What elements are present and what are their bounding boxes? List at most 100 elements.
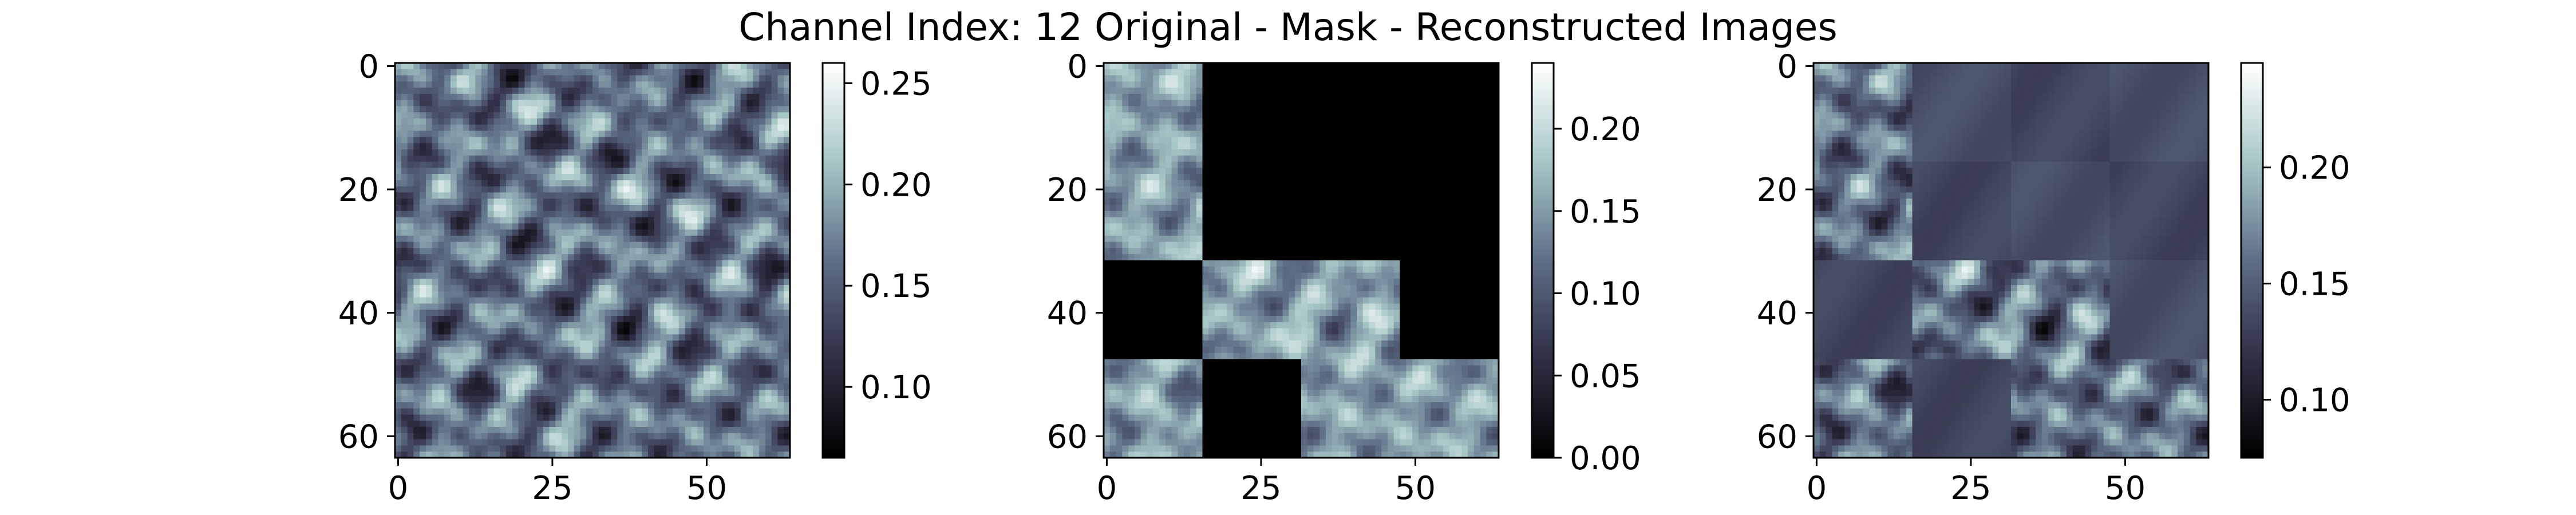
pixel: [691, 445, 698, 452]
pixel: [500, 297, 507, 304]
pixel: [420, 199, 426, 205]
pixel: [1350, 69, 1357, 76]
pixel: [481, 396, 488, 403]
pixel: [407, 303, 414, 310]
pixel: [722, 402, 729, 409]
pixel: [562, 100, 568, 107]
pixel: [500, 383, 507, 391]
pixel: [765, 408, 772, 415]
pixel: [481, 371, 488, 378]
pixel: [1319, 69, 1326, 76]
pixel: [420, 223, 426, 230]
pixel: [413, 63, 420, 70]
pixel: [493, 445, 500, 452]
pixel: [1215, 88, 1222, 94]
pixel: [716, 310, 723, 316]
pixel: [654, 229, 661, 236]
pixel: [678, 168, 686, 175]
pixel: [704, 229, 710, 236]
pixel: [420, 285, 426, 292]
pixel: [469, 137, 476, 144]
pixel: [1461, 81, 1468, 88]
pixel: [1418, 112, 1425, 119]
pixel: [1468, 75, 1475, 82]
pixel: [666, 204, 673, 212]
pixel: [746, 266, 753, 274]
pixel: [580, 414, 587, 421]
pixel: [500, 63, 507, 70]
pixel: [1480, 93, 1487, 101]
pixel: [562, 346, 568, 354]
pixel: [728, 93, 735, 101]
pixel: [1400, 69, 1406, 76]
pixel: [401, 204, 408, 212]
pixel: [617, 155, 624, 163]
pixel: [413, 390, 420, 397]
pixel: [1147, 106, 1153, 113]
pixel: [1313, 63, 1320, 70]
colorbar-step: [823, 447, 844, 452]
pixel: [709, 414, 717, 421]
pixel: [1362, 124, 1370, 132]
pixel: [512, 433, 519, 440]
pixel: [463, 229, 469, 236]
pixel: [487, 174, 495, 181]
pixel: [1109, 124, 1117, 132]
pixel: [1171, 93, 1178, 101]
pixel: [734, 402, 741, 409]
pixel: [697, 161, 704, 168]
pixel: [765, 130, 772, 137]
pixel: [753, 112, 760, 119]
pixel: [1338, 100, 1345, 107]
pixel: [709, 352, 717, 360]
pixel: [784, 155, 791, 163]
pixel: [451, 155, 457, 163]
pixel: [648, 451, 655, 458]
pixel: [407, 248, 414, 255]
pixel: [531, 199, 538, 205]
pixel: [716, 439, 723, 446]
pixel: [605, 371, 611, 378]
pixel: [648, 402, 655, 409]
pixel: [1215, 63, 1222, 70]
pixel: [1375, 118, 1382, 125]
pixel: [1468, 63, 1475, 70]
pixel: [759, 174, 766, 181]
pixel: [518, 155, 526, 163]
pixel: [500, 235, 507, 243]
pixel: [586, 383, 593, 391]
pixel: [777, 266, 784, 274]
pixel: [734, 174, 741, 181]
pixel: [1362, 81, 1370, 88]
pixel: [1147, 118, 1153, 125]
pixel: [1165, 75, 1172, 82]
pixel: [709, 439, 717, 446]
pixel: [722, 439, 729, 446]
pixel: [463, 414, 469, 421]
pixel: [506, 100, 513, 107]
pixel: [500, 279, 507, 286]
pixel: [1153, 106, 1160, 113]
pixel: [685, 421, 692, 427]
pixel: [555, 254, 562, 261]
pixel: [1412, 88, 1419, 94]
pixel: [784, 328, 791, 335]
pixel: [666, 75, 673, 82]
pixel: [777, 161, 784, 168]
pixel: [660, 180, 667, 187]
pixel: [1455, 69, 1462, 76]
pixel: [1295, 112, 1302, 119]
pixel: [617, 291, 624, 298]
pixel: [500, 310, 507, 316]
pixel: [722, 310, 729, 316]
pixel: [709, 192, 717, 199]
pixel: [1202, 124, 1209, 132]
pixel: [1332, 81, 1339, 88]
pixel: [481, 439, 488, 446]
pixel: [623, 69, 630, 76]
pixel: [512, 346, 519, 354]
pixel: [734, 186, 741, 193]
pixel: [673, 414, 679, 421]
pixel: [1319, 81, 1326, 88]
pixel: [697, 414, 704, 421]
